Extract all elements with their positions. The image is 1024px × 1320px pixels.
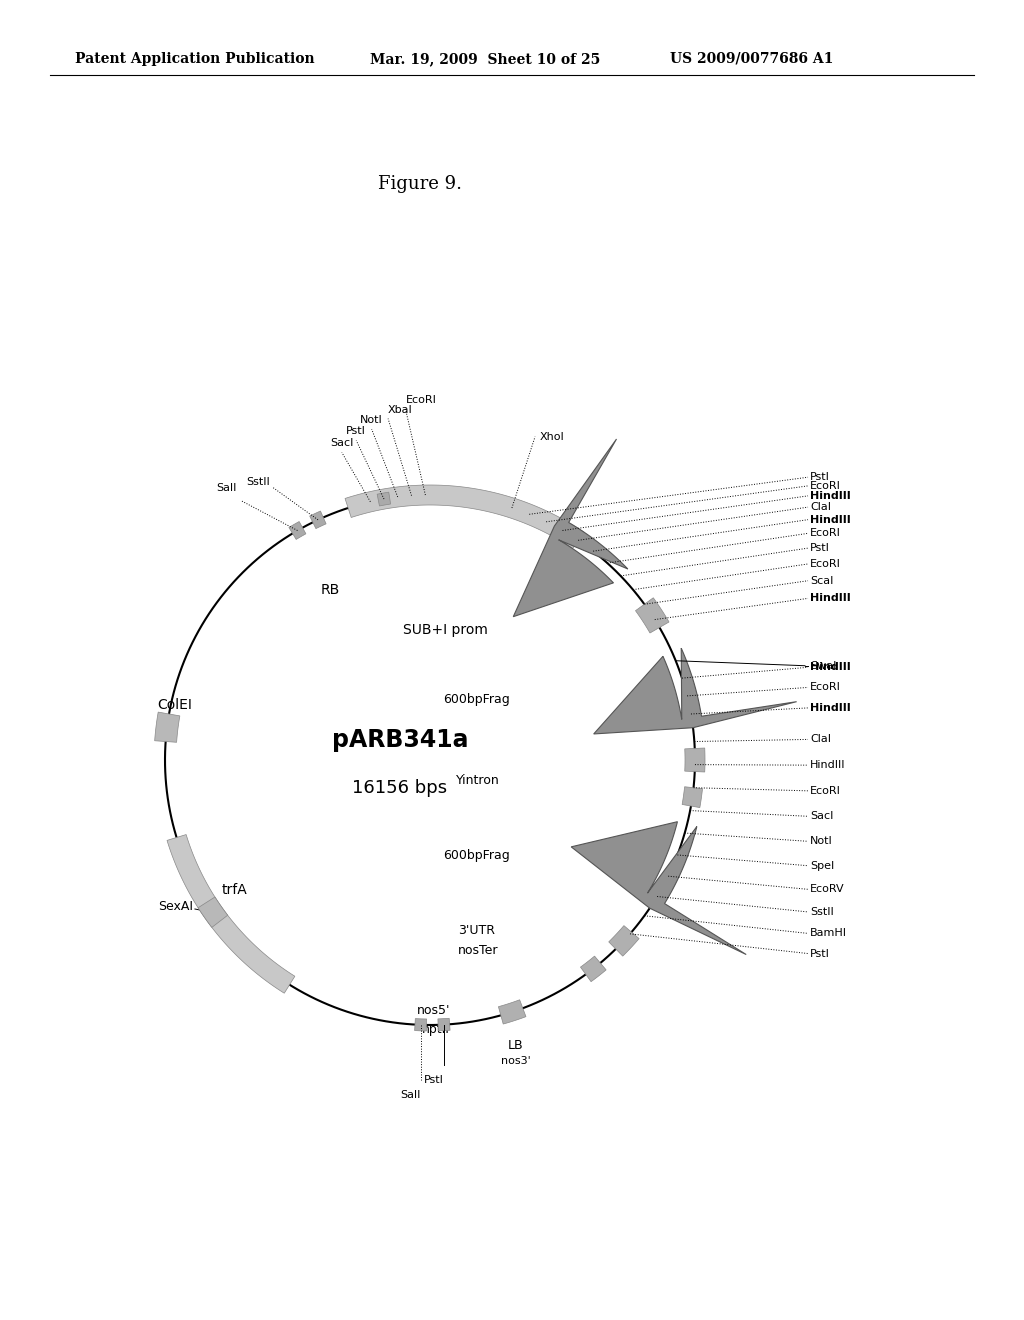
- Text: PstI: PstI: [424, 1074, 443, 1085]
- Polygon shape: [438, 1018, 451, 1031]
- Text: pARB341a: pARB341a: [332, 729, 468, 752]
- Text: HindIII: HindIII: [810, 663, 851, 672]
- Text: XhoI: XhoI: [540, 432, 565, 442]
- Polygon shape: [594, 648, 797, 734]
- Text: nos3': nos3': [501, 1056, 530, 1067]
- Text: trfA: trfA: [222, 883, 248, 898]
- Polygon shape: [499, 999, 526, 1024]
- Text: SalI: SalI: [216, 483, 237, 494]
- Text: ColEI: ColEI: [158, 698, 193, 711]
- Text: BamHI: BamHI: [810, 928, 847, 939]
- Text: nosTer: nosTer: [458, 944, 498, 957]
- Text: US 2009/0077686 A1: US 2009/0077686 A1: [670, 51, 834, 66]
- Text: 16156 bps: 16156 bps: [352, 779, 447, 797]
- Text: LB: LB: [508, 1039, 523, 1052]
- Text: Patent Application Publication: Patent Application Publication: [75, 51, 314, 66]
- Text: HindIII: HindIII: [810, 760, 846, 770]
- Polygon shape: [608, 925, 639, 956]
- Text: nos5': nos5': [417, 1003, 450, 1016]
- Text: HindIII: HindIII: [810, 515, 851, 524]
- Text: RB: RB: [321, 583, 340, 597]
- Text: nptII: nptII: [422, 1023, 450, 1036]
- Text: HindIII: HindIII: [810, 491, 851, 500]
- Polygon shape: [309, 511, 326, 528]
- Text: SalI: SalI: [400, 1090, 421, 1100]
- Text: NotI: NotI: [360, 414, 383, 425]
- Polygon shape: [345, 484, 584, 549]
- Polygon shape: [581, 956, 606, 982]
- Text: SUB+I prom: SUB+I prom: [402, 623, 487, 638]
- Text: PstI: PstI: [810, 949, 829, 958]
- Text: Yintron: Yintron: [457, 774, 500, 787]
- Text: SstII: SstII: [810, 907, 834, 917]
- Polygon shape: [685, 748, 705, 772]
- Text: ClaI: ClaI: [810, 502, 831, 512]
- Text: EcoRI: EcoRI: [810, 558, 841, 569]
- Text: EcoRI: EcoRI: [406, 395, 436, 405]
- Text: SacI: SacI: [330, 438, 353, 449]
- Text: ScaI: ScaI: [810, 576, 834, 586]
- Text: EcoRI: EcoRI: [810, 480, 841, 491]
- Text: HindIII: HindIII: [810, 704, 851, 713]
- Text: SstII: SstII: [246, 478, 269, 487]
- Polygon shape: [682, 787, 702, 808]
- Polygon shape: [167, 834, 295, 993]
- Text: SexAI: SexAI: [158, 900, 193, 913]
- Text: PstI: PstI: [810, 473, 829, 482]
- Text: PstI: PstI: [810, 543, 829, 553]
- Text: SpeI: SpeI: [810, 861, 835, 871]
- Text: ClaI: ClaI: [810, 734, 831, 744]
- Text: PstI: PstI: [346, 426, 367, 437]
- Polygon shape: [513, 440, 628, 616]
- Polygon shape: [377, 492, 390, 506]
- Text: EcoRI: EcoRI: [810, 528, 841, 539]
- Text: EcoRI: EcoRI: [810, 785, 841, 796]
- Text: EcoRI: EcoRI: [810, 682, 841, 693]
- Text: NotI: NotI: [810, 837, 833, 846]
- Polygon shape: [155, 711, 180, 742]
- Text: 3'UTR: 3'UTR: [458, 924, 495, 936]
- Text: Mar. 19, 2009  Sheet 10 of 25: Mar. 19, 2009 Sheet 10 of 25: [370, 51, 600, 66]
- Polygon shape: [289, 521, 306, 540]
- Text: EcoRV: EcoRV: [810, 884, 845, 895]
- Text: HindIII: HindIII: [810, 594, 851, 603]
- Text: 600bpFrag: 600bpFrag: [443, 849, 510, 862]
- Text: SacI: SacI: [810, 812, 834, 821]
- Polygon shape: [636, 598, 669, 634]
- Text: Figure 9.: Figure 9.: [378, 176, 462, 193]
- Polygon shape: [198, 898, 227, 928]
- Text: XbaI: XbaI: [388, 404, 413, 414]
- Text: SwaI: SwaI: [810, 661, 837, 671]
- Polygon shape: [415, 1019, 427, 1031]
- Polygon shape: [571, 821, 746, 954]
- Text: 600bpFrag: 600bpFrag: [443, 693, 510, 706]
